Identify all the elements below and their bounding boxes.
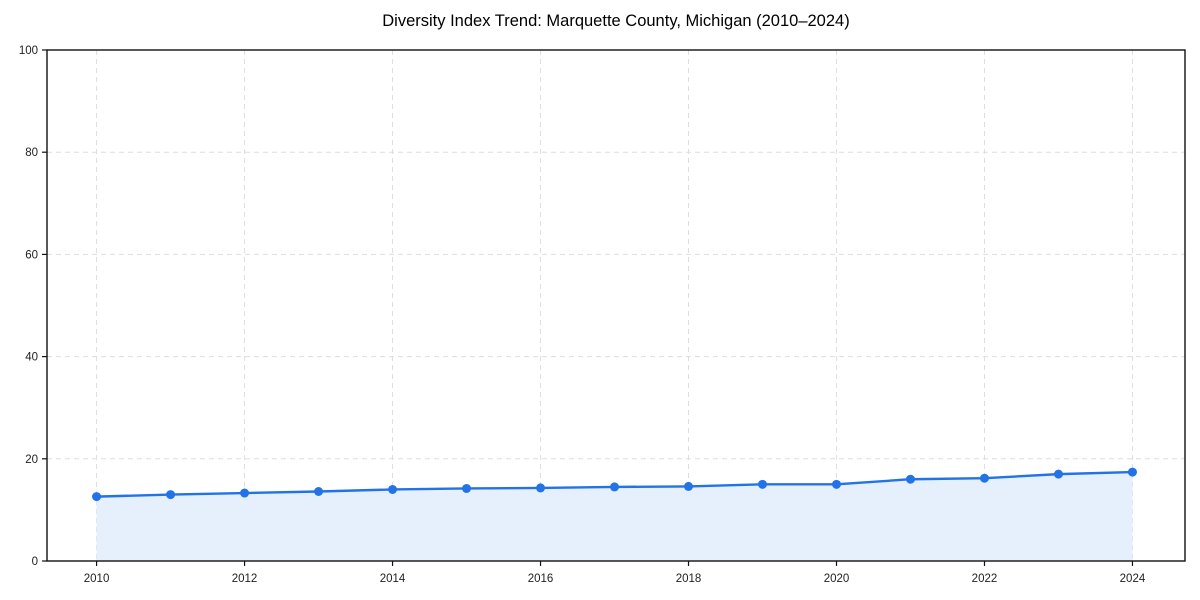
data-point: [388, 484, 398, 494]
x-axis-tick-label: 2022: [972, 573, 998, 585]
x-axis-tick-label: 2020: [824, 573, 850, 585]
y-axis-tick-label: 0: [32, 556, 38, 568]
data-point: [92, 492, 102, 502]
data-point: [758, 479, 768, 489]
data-point: [905, 474, 915, 484]
data-point: [462, 483, 472, 493]
data-point: [610, 482, 620, 492]
data-point: [831, 479, 841, 489]
x-axis-tick-label: 2010: [84, 573, 110, 585]
x-axis-tick-label: 2012: [232, 573, 258, 585]
y-axis-tick-label: 40: [25, 352, 38, 364]
x-axis-tick-label: 2018: [676, 573, 702, 585]
data-point: [1053, 469, 1063, 479]
data-point: [536, 483, 546, 493]
x-axis-tick-label: 2016: [528, 573, 554, 585]
axis-frame: [46, 49, 1186, 562]
chart-title: Diversity Index Trend: Marquette County,…: [382, 12, 850, 30]
x-axis-tick-label: 2014: [380, 573, 406, 585]
y-axis-tick-label: 60: [25, 249, 38, 261]
data-point: [240, 488, 250, 498]
data-point: [314, 487, 324, 497]
y-axis-tick-label: 100: [19, 45, 38, 57]
data-point: [684, 481, 694, 491]
data-point: [166, 490, 176, 500]
data-point: [1127, 467, 1137, 477]
y-axis-tick-label: 80: [25, 147, 38, 159]
area-fill: [96, 472, 1133, 561]
x-axis-tick-label: 2024: [1120, 573, 1146, 585]
y-axis-tick-label: 20: [25, 454, 38, 466]
data-point: [979, 473, 989, 483]
